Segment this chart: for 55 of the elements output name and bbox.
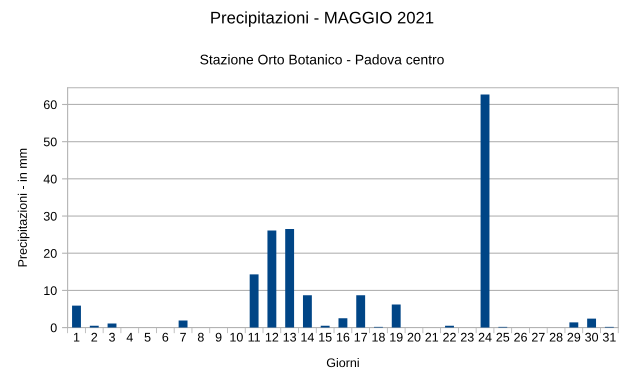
chart-title: Precipitazioni - MAGGIO 2021 (211, 11, 434, 27)
bar (338, 318, 348, 328)
x-tick-label: 8 (198, 332, 204, 342)
x-tick-label: 22 (443, 332, 456, 342)
x-tick-label: 17 (354, 332, 368, 342)
bar (250, 274, 259, 328)
x-tick-label: 29 (568, 332, 580, 342)
x-tick-label: 24 (478, 332, 492, 342)
y-axis-title: Precipitazioni - in mm (18, 148, 30, 266)
x-axis-title: Giorni (326, 358, 359, 368)
x-tick-label: 3 (109, 332, 115, 342)
chart-subtitle: Stazione Orto Botanico - Padova centro (200, 54, 444, 64)
x-tick-label: 4 (126, 332, 133, 342)
bar (587, 318, 596, 328)
x-tick-label: 26 (514, 332, 527, 342)
x-tick-label: 27 (532, 332, 545, 342)
x-tick-label: 13 (284, 332, 296, 342)
x-tick-label: 6 (162, 332, 168, 342)
y-tick-label: 50 (44, 137, 57, 146)
bar (178, 320, 188, 328)
y-tick-label: 40 (44, 174, 57, 184)
x-tick-label: 30 (585, 332, 598, 342)
x-tick-label: 31 (602, 332, 616, 342)
x-tick-label: 1 (74, 332, 80, 342)
x-tick-label: 25 (496, 332, 510, 342)
y-tick-label: 60 (44, 100, 57, 110)
y-tick-label: 20 (44, 249, 57, 258)
x-tick-label: 10 (230, 332, 243, 342)
bar (392, 304, 401, 328)
x-tick-label: 7 (180, 332, 186, 342)
y-tick-label: 0 (50, 323, 57, 332)
x-tick-label: 21 (425, 332, 438, 342)
bar (356, 295, 366, 328)
x-tick-label: 19 (390, 332, 403, 342)
bar (267, 230, 276, 328)
x-tick-label: 5 (144, 332, 150, 342)
bar (302, 295, 312, 328)
x-tick-label: 12 (266, 332, 278, 342)
x-tick-label: 9 (216, 332, 222, 342)
bar (285, 229, 294, 328)
x-tick-label: 2 (91, 332, 98, 342)
x-tick-label: 16 (336, 332, 350, 342)
y-tick-label: 30 (44, 212, 57, 221)
x-tick-label: 14 (301, 332, 314, 342)
x-tick-label: 18 (372, 332, 385, 342)
y-tick-label: 10 (44, 286, 57, 296)
x-tick-label: 11 (248, 332, 260, 342)
bar (72, 306, 81, 328)
x-tick-label: 20 (408, 332, 420, 342)
x-tick-label: 23 (460, 332, 474, 342)
bar (480, 94, 490, 328)
bar (108, 324, 116, 328)
x-tick-label: 28 (550, 332, 562, 342)
bar (569, 322, 578, 328)
x-tick-label: 15 (319, 332, 332, 342)
